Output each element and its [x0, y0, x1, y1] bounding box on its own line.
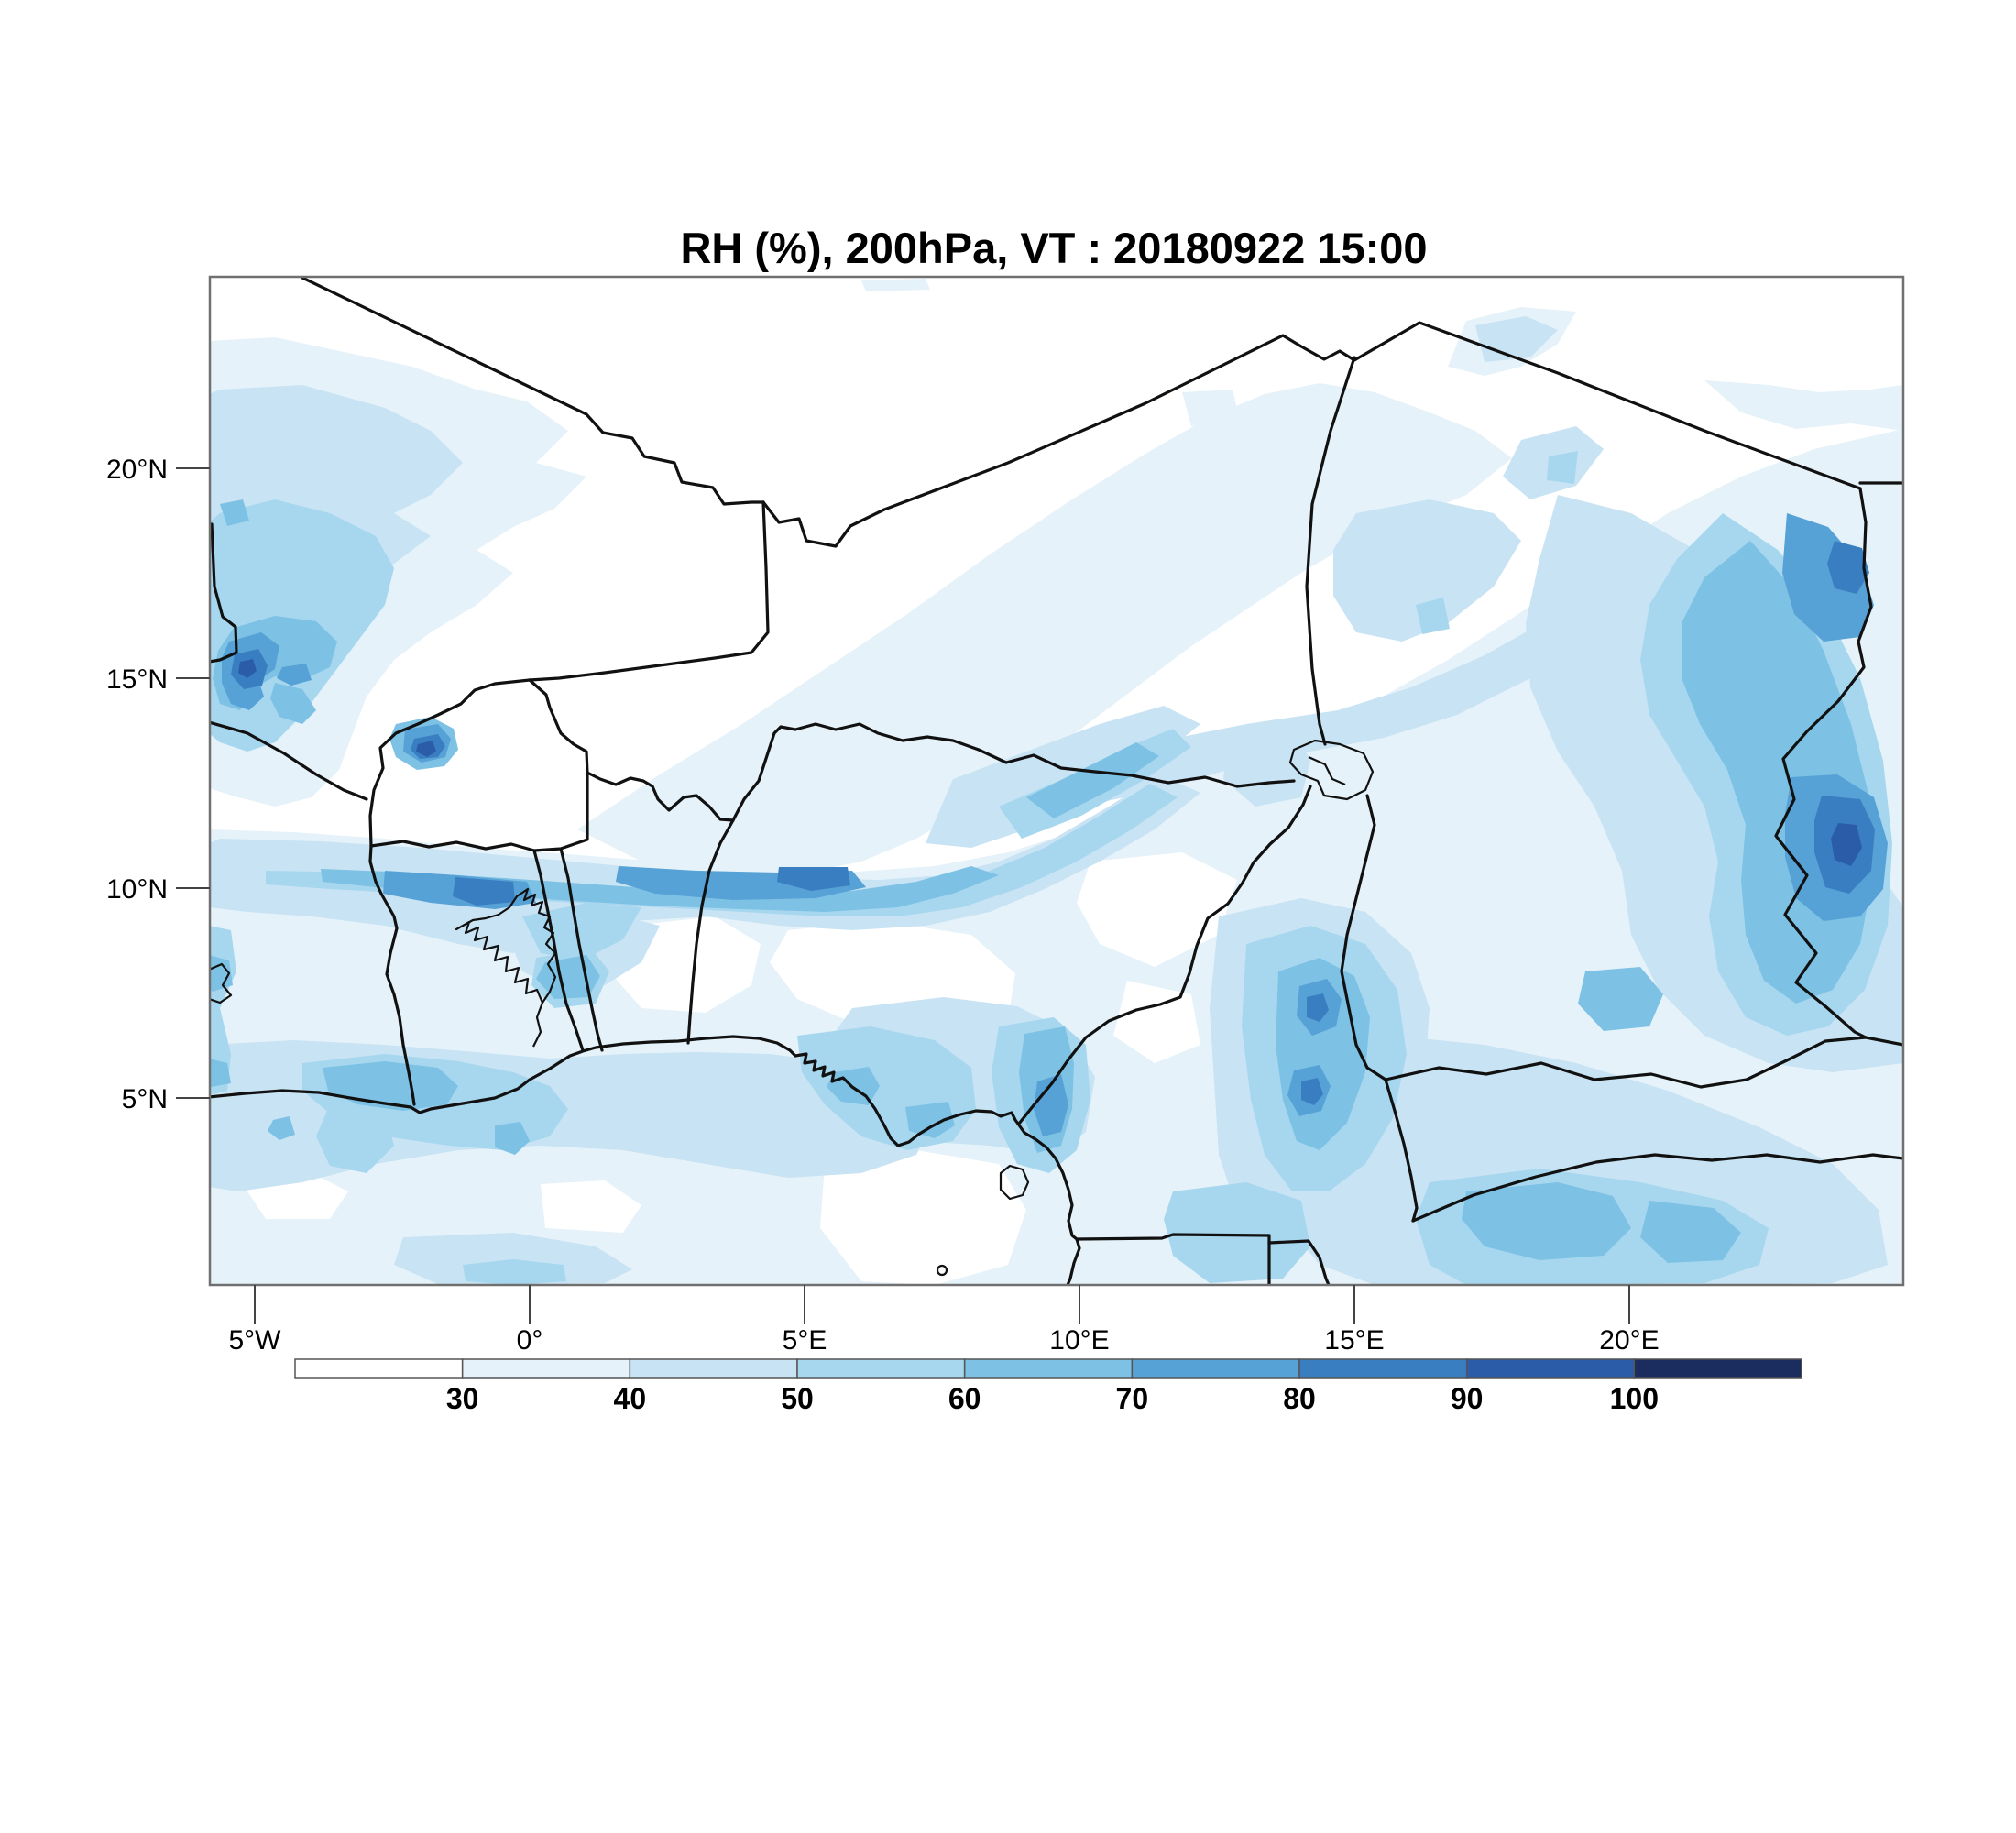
colorbar-label: 80 — [1283, 1382, 1316, 1415]
coastline — [210, 1035, 1081, 1285]
border-chad-sudan — [1774, 487, 1873, 1039]
lake-volta-south-arm — [532, 1002, 544, 1048]
lon-axis-label: 5°E — [783, 1325, 827, 1356]
colorbar: 30 40 50 60 70 80 90 100 — [294, 1358, 1802, 1415]
border-benin-nigeria — [686, 818, 735, 1045]
border-eqguinea — [1075, 1233, 1271, 1241]
lon-axis-label: 0° — [517, 1325, 543, 1356]
colorbar-segment — [1131, 1358, 1300, 1379]
border-nigeria-cameroon — [1017, 785, 1312, 1125]
border-mauritania-mali — [210, 522, 238, 664]
lat-axis-label: 15°N — [106, 664, 168, 695]
contour-fills — [210, 279, 1903, 1285]
border-mali-niger — [528, 500, 770, 682]
longitude-axis: 5°W 0° 5°E 10°E 15°E 20°E — [229, 1285, 1660, 1356]
lon-axis-label: 15°E — [1324, 1325, 1384, 1356]
latitude-axis: 20°N 15°N 10°N 5°N — [106, 455, 210, 1114]
colorbar-label: 100 — [1610, 1382, 1659, 1415]
country-borders — [210, 277, 1903, 1285]
lake-chad-inner — [1308, 755, 1346, 786]
border-ghana-cotedivoire — [368, 844, 416, 1106]
border-burkina-niger-benin — [528, 678, 735, 822]
border-niger-nigeria — [731, 722, 1296, 822]
lake-chad — [1288, 739, 1375, 801]
border-chad-car — [1384, 1036, 1903, 1089]
page-title: RH (%), 200hPa, VT : 20180922 15:00 — [680, 224, 1427, 272]
colorbar-segment — [796, 1358, 966, 1379]
bioko-island — [999, 1164, 1030, 1201]
lat-axis-label: 20°N — [106, 455, 168, 485]
colorbar-segment — [1633, 1358, 1802, 1379]
lon-axis-label: 5°W — [229, 1325, 282, 1356]
principe-island — [936, 1264, 948, 1277]
border-ghana-togo — [532, 849, 585, 1052]
colorbar-segment — [629, 1358, 798, 1379]
border-mali-burkina — [368, 678, 531, 848]
border-cameroon-chad — [1340, 794, 1387, 1081]
colorbar-segment — [963, 1358, 1134, 1379]
lon-axis-label: 20°E — [1599, 1325, 1659, 1356]
border-togo-benin — [559, 847, 604, 1052]
lat-axis-label: 5°N — [122, 1084, 168, 1114]
colorbar-label: 90 — [1451, 1382, 1484, 1415]
colorbar-label: 70 — [1116, 1382, 1149, 1415]
border-gabon-congo — [1267, 1239, 1331, 1285]
border-car-south — [1411, 1153, 1903, 1223]
lon-axis-label: 10°E — [1049, 1325, 1109, 1356]
colorbar-segment — [461, 1358, 631, 1379]
border-niger-chad — [1305, 356, 1356, 746]
colorbar-label: 30 — [446, 1382, 479, 1415]
colorbar-label: 40 — [614, 1382, 647, 1415]
colorbar-label: 50 — [781, 1382, 814, 1415]
colorbar-segment — [294, 1358, 464, 1379]
colorbar-segment — [1298, 1358, 1468, 1379]
lat-axis-label: 10°N — [106, 874, 168, 905]
lakes-islands — [455, 739, 1375, 1277]
border-mali-west — [210, 720, 368, 801]
border-cameroon-car — [1384, 1078, 1419, 1223]
colorbar-label: 60 — [948, 1382, 981, 1415]
border-benin-north — [532, 771, 589, 852]
lake-volta — [455, 887, 557, 1004]
border-coast-detail — [210, 962, 233, 1004]
map-frame — [208, 275, 1905, 1287]
border-algeria-niger-libya — [761, 321, 1862, 548]
border-ghana-burkina — [369, 840, 536, 852]
colorbar-segment — [1465, 1358, 1636, 1379]
border-mali-algeria — [301, 277, 765, 506]
